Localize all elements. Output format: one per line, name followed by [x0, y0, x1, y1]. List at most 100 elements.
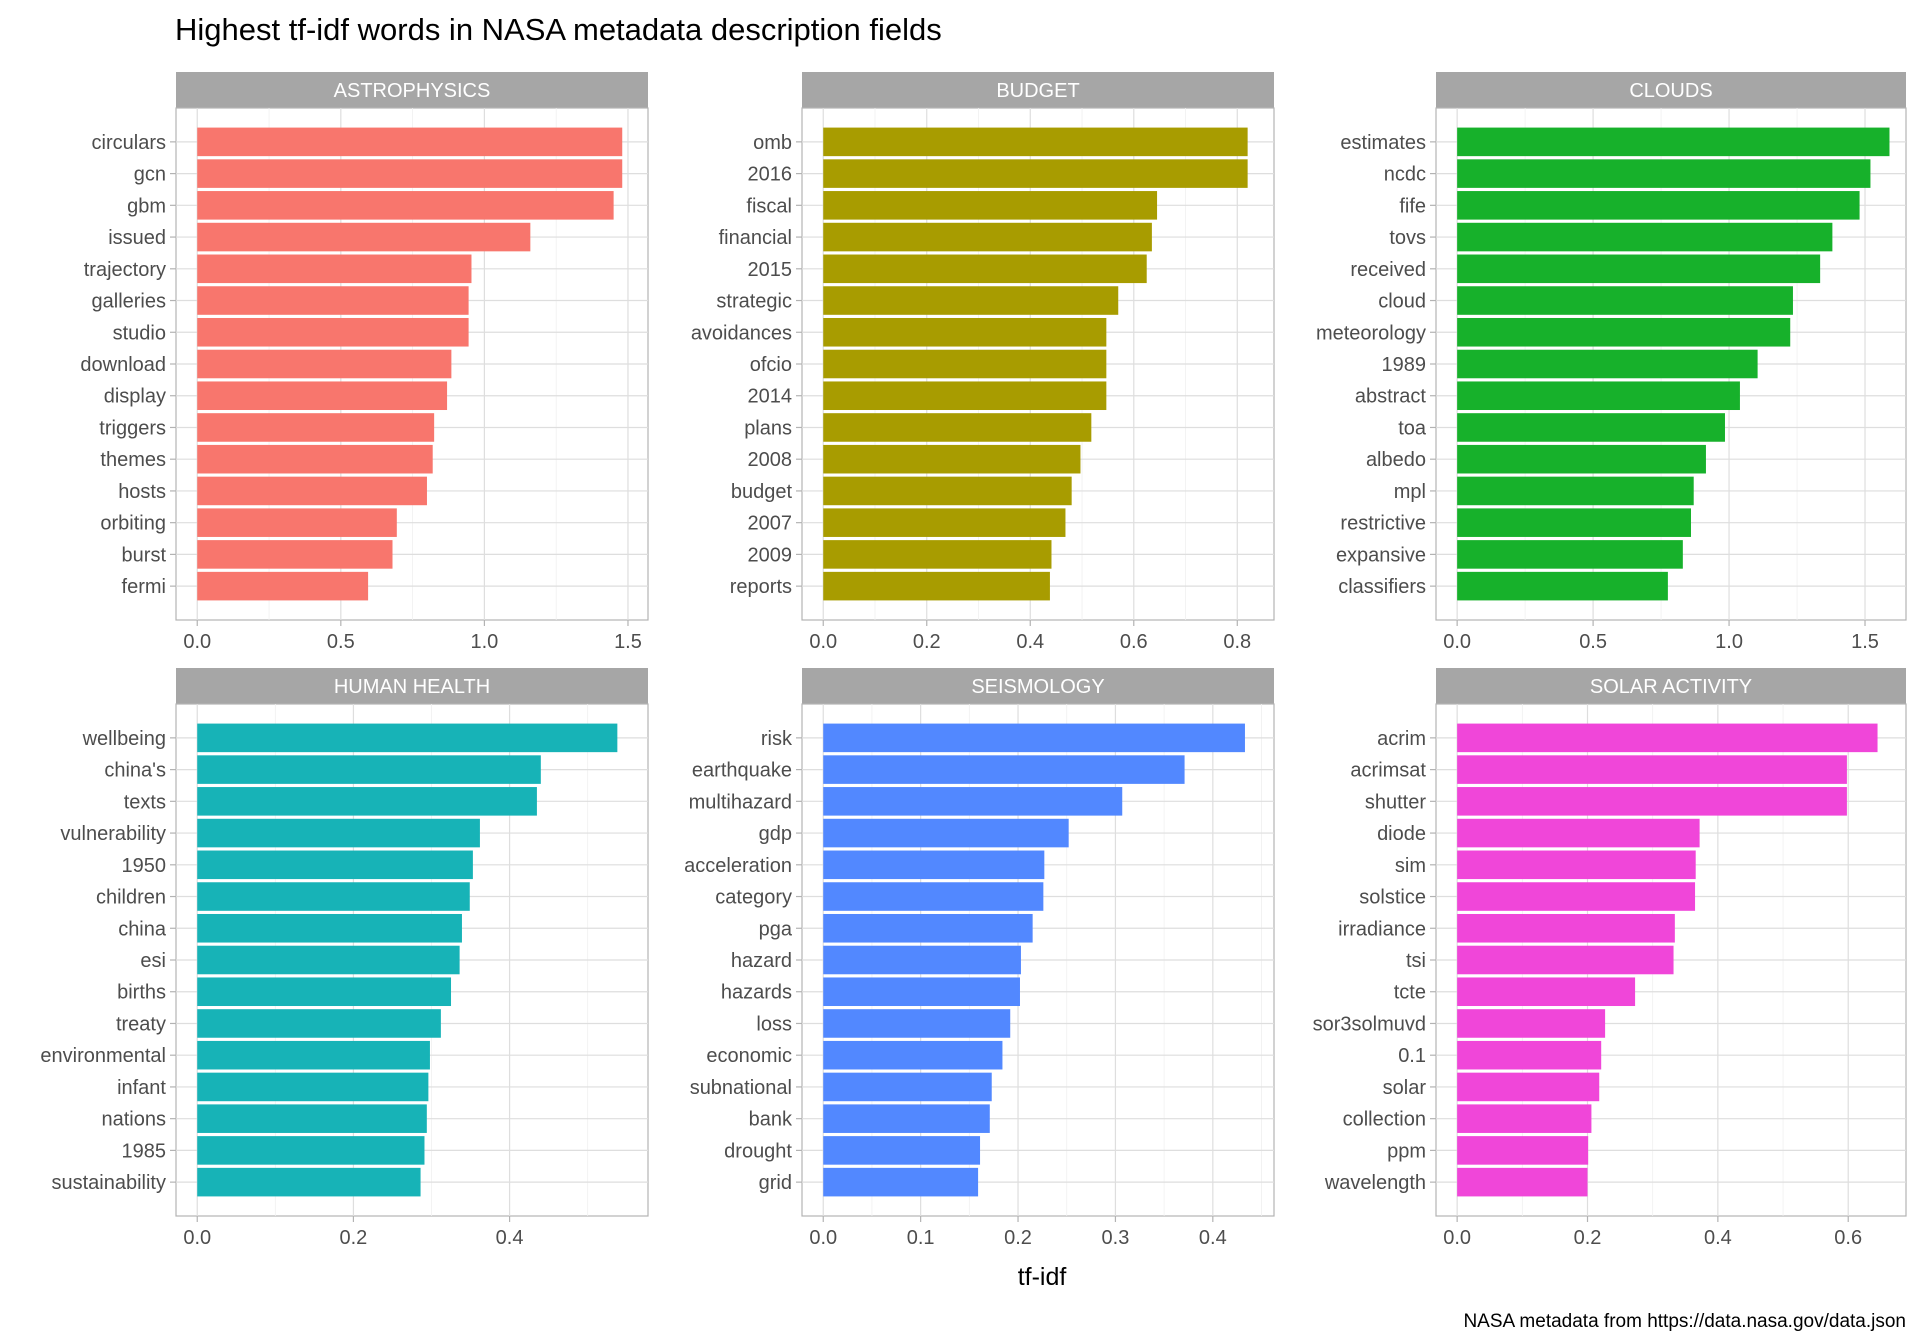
- y-tick-label: 2015: [748, 259, 793, 281]
- y-tick-label: fife: [1399, 195, 1426, 217]
- bar-china's: [197, 755, 541, 784]
- y-tick-label: solstice: [1359, 887, 1426, 909]
- y-tick-label: grid: [759, 1172, 792, 1194]
- bar-restrictive: [1457, 508, 1691, 537]
- bar-budget: [823, 476, 1072, 506]
- y-tick-label: children: [96, 887, 166, 909]
- y-tick-label: fiscal: [746, 195, 792, 217]
- facet-strip-label: SOLAR ACTIVITY: [1590, 676, 1752, 698]
- bar-ofcio: [823, 349, 1107, 379]
- y-tick-label: restrictive: [1340, 513, 1426, 535]
- bar-toa: [1457, 413, 1725, 442]
- bar-children: [197, 882, 470, 911]
- x-tick-label: 1.5: [614, 631, 642, 653]
- facet-strip: [176, 668, 648, 704]
- y-tick-label: mpl: [1394, 481, 1426, 503]
- y-tick-label: received: [1350, 259, 1426, 281]
- bar-subnational: [823, 1072, 992, 1102]
- bar-esi: [197, 945, 460, 975]
- bar-collection: [1457, 1104, 1592, 1133]
- y-tick-label: hazard: [731, 950, 792, 972]
- bar-mpl: [1457, 476, 1694, 506]
- bar-acceleration: [823, 850, 1045, 880]
- x-tick-label: 0.4: [1704, 1227, 1732, 1249]
- bar-vulnerability: [197, 818, 480, 848]
- y-tick-label: burst: [122, 544, 167, 566]
- y-tick-label: download: [80, 354, 166, 376]
- bar-0.1: [1457, 1040, 1602, 1070]
- bar-risk: [823, 723, 1245, 753]
- y-tick-label: estimates: [1340, 132, 1426, 154]
- y-tick-label: hosts: [118, 481, 166, 503]
- bar-fife: [1457, 191, 1860, 220]
- bar-texts: [197, 787, 537, 816]
- facet-panels: ASTROPHYSICS circulars gcn gbm issued traject…: [40, 72, 1907, 1249]
- x-tick-label: 0.0: [809, 631, 837, 653]
- y-tick-label: omb: [753, 132, 792, 154]
- y-tick-label: 2007: [748, 513, 793, 535]
- facet-strip: [176, 72, 648, 108]
- y-tick-label: 2016: [748, 164, 793, 186]
- bar-treaty: [197, 1009, 441, 1038]
- y-tick-label: 2009: [748, 544, 793, 566]
- y-tick-label: china: [118, 918, 167, 940]
- y-tick-label: gcn: [134, 164, 166, 186]
- y-tick-label: treaty: [116, 1013, 166, 1035]
- bar-environmental: [197, 1040, 430, 1070]
- x-tick-label: 0.3: [1102, 1227, 1130, 1249]
- y-tick-label: meteorology: [1316, 322, 1426, 344]
- x-tick-label: 0.0: [1443, 631, 1471, 653]
- bar-1950: [197, 850, 473, 880]
- y-tick-label: 1985: [122, 1140, 167, 1162]
- y-tick-label: 2014: [748, 386, 793, 408]
- bar-cloud: [1457, 286, 1793, 315]
- facet-solar-activity: SOLAR ACTIVITY acrim acrimsat shutter diode s…: [1313, 668, 1907, 1249]
- bar-hosts: [197, 476, 427, 506]
- y-tick-label: 2008: [748, 449, 793, 471]
- y-tick-label: multihazard: [689, 791, 792, 813]
- y-tick-label: 1950: [122, 855, 167, 877]
- bar-sim: [1457, 850, 1696, 880]
- facet-seismology: SEISMOLOGY risk earthquake multihazard gdp ac…: [684, 668, 1275, 1249]
- y-tick-label: sustainability: [51, 1172, 166, 1194]
- y-tick-label: acrimsat: [1350, 760, 1426, 782]
- facet-strip: [1436, 72, 1906, 108]
- y-tick-label: toa: [1398, 417, 1427, 439]
- bar-drought: [823, 1136, 981, 1165]
- y-tick-label: gdp: [759, 823, 792, 845]
- y-tick-label: ncdc: [1384, 164, 1426, 186]
- bar-1985: [197, 1136, 425, 1165]
- y-tick-label: budget: [731, 481, 793, 503]
- y-tick-label: nations: [102, 1109, 167, 1131]
- y-tick-label: pga: [759, 918, 793, 940]
- bar-hazard: [823, 945, 1021, 975]
- y-tick-label: texts: [124, 791, 166, 813]
- y-tick-label: earthquake: [692, 760, 792, 782]
- y-tick-label: reports: [730, 576, 792, 598]
- y-tick-label: themes: [100, 449, 166, 471]
- facet-strip: [802, 668, 1274, 704]
- bar-display: [197, 381, 448, 411]
- y-tick-label: albedo: [1366, 449, 1426, 471]
- chart-title: Highest tf-idf words in NASA metadata de…: [175, 12, 942, 47]
- x-tick-label: 0.6: [1834, 1227, 1862, 1249]
- bar-wavelength: [1457, 1167, 1588, 1197]
- bar-orbiting: [197, 508, 397, 537]
- y-tick-label: sim: [1395, 855, 1426, 877]
- bar-2009: [823, 540, 1052, 569]
- bar-sor3solmuvd: [1457, 1009, 1606, 1038]
- y-tick-label: tovs: [1389, 227, 1426, 249]
- y-tick-label: births: [117, 982, 166, 1004]
- bar-irradiance: [1457, 913, 1675, 943]
- y-tick-label: studio: [113, 322, 166, 344]
- y-tick-label: vulnerability: [60, 823, 166, 845]
- bar-abstract: [1457, 381, 1740, 411]
- x-tick-label: 0.0: [1443, 1227, 1471, 1249]
- y-tick-label: china's: [104, 760, 166, 782]
- y-tick-label: issued: [108, 227, 166, 249]
- y-tick-label: solar: [1383, 1077, 1427, 1099]
- bar-received: [1457, 254, 1821, 284]
- x-tick-label: 0.5: [327, 631, 355, 653]
- facet-strip: [802, 72, 1274, 108]
- y-tick-label: galleries: [92, 291, 166, 313]
